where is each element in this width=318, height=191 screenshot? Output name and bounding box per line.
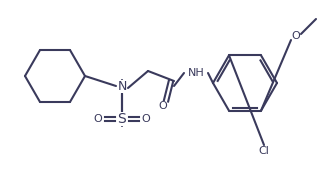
- Text: S: S: [118, 112, 126, 126]
- Text: O: O: [292, 31, 301, 41]
- Text: O: O: [142, 114, 150, 124]
- Text: O: O: [93, 114, 102, 124]
- Text: Cl: Cl: [259, 146, 269, 156]
- Text: N: N: [117, 79, 127, 92]
- Text: NH: NH: [188, 68, 204, 78]
- Text: O: O: [159, 101, 167, 111]
